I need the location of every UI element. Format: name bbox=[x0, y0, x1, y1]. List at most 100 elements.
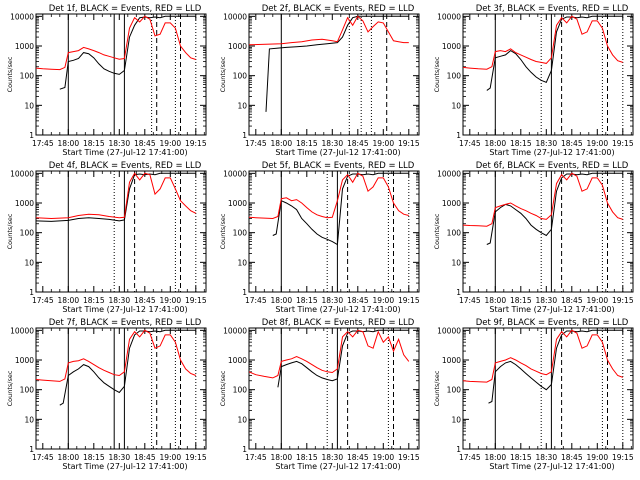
plot-area bbox=[249, 171, 410, 292]
x-tick-label: 17:45 bbox=[459, 453, 481, 462]
y-tick-label: 1000 bbox=[15, 199, 34, 208]
series-line-lld bbox=[36, 172, 197, 220]
y-tick-label: 10000 bbox=[10, 326, 34, 335]
y-tick-label: 1 bbox=[29, 445, 34, 454]
x-tick-label: 19:00 bbox=[159, 139, 181, 148]
x-tick-label: 18:15 bbox=[510, 296, 532, 305]
plot-frame bbox=[462, 327, 634, 450]
x-tick-label: 18:00 bbox=[270, 453, 292, 462]
x-tick-label: 18:00 bbox=[57, 296, 79, 305]
x-tick-label: 18:45 bbox=[561, 296, 583, 305]
x-axis-label: Start Time (27-Jul-12 17:41:00) bbox=[62, 148, 187, 157]
y-tick-label: 1 bbox=[242, 288, 247, 297]
plot-frame bbox=[248, 170, 420, 293]
y-axis-label: Counts/sec bbox=[6, 213, 14, 249]
y-tick-label: 10 bbox=[237, 258, 247, 267]
y-tick-label: 1 bbox=[29, 131, 34, 140]
y-tick-label: 10 bbox=[237, 415, 247, 424]
y-tick-label: 10000 bbox=[10, 169, 34, 178]
plot-frame bbox=[462, 170, 634, 293]
series-line-events bbox=[488, 329, 623, 404]
plot-frame bbox=[35, 327, 207, 450]
x-tick-label: 18:15 bbox=[296, 453, 318, 462]
x-tick-label: 18:45 bbox=[347, 139, 369, 148]
series-line-events bbox=[36, 172, 196, 222]
y-tick-label: 10 bbox=[24, 258, 34, 267]
panel-title: Det 1f, BLACK = Events, RED = LLD bbox=[49, 4, 202, 14]
series-line-lld bbox=[249, 329, 410, 379]
x-tick-label: 17:45 bbox=[32, 296, 54, 305]
x-tick-label: 18:15 bbox=[510, 453, 532, 462]
x-tick-label: 18:00 bbox=[57, 453, 79, 462]
y-tick-label: 100 bbox=[20, 229, 35, 238]
y-tick-label: 1000 bbox=[228, 42, 247, 51]
x-tick-label: 19:00 bbox=[159, 453, 181, 462]
y-tick-label: 1000 bbox=[228, 199, 247, 208]
series-line-events bbox=[486, 15, 623, 91]
x-tick-label: 18:00 bbox=[484, 139, 506, 148]
series-line-events bbox=[486, 172, 623, 245]
y-axis-label: Counts/sec bbox=[219, 56, 227, 92]
plot-frame bbox=[248, 13, 420, 136]
y-axis-label: Counts/sec bbox=[6, 370, 14, 406]
x-tick-label: 18:30 bbox=[321, 453, 343, 462]
panel-title: Det 7f, BLACK = Events, RED = LLD bbox=[49, 318, 202, 328]
x-tick-label: 18:30 bbox=[321, 139, 343, 148]
y-tick-label: 1000 bbox=[442, 356, 461, 365]
plot-area bbox=[36, 171, 197, 292]
panel-det-4: Det 4f, BLACK = Events, RED = LLD 1 10 100 1… bbox=[6, 161, 207, 314]
y-tick-label: 10 bbox=[24, 415, 34, 424]
x-tick-label: 18:30 bbox=[535, 139, 557, 148]
x-tick-label: 19:15 bbox=[398, 296, 420, 305]
x-tick-label: 18:15 bbox=[83, 296, 105, 305]
x-tick-label: 18:45 bbox=[561, 139, 583, 148]
panel-det-1: Det 1f, BLACK = Events, RED = LLD 1 10 100 1… bbox=[6, 4, 207, 157]
plot-area bbox=[463, 14, 624, 135]
panel-title: Det 8f, BLACK = Events, RED = LLD bbox=[262, 318, 415, 328]
x-tick-label: 19:00 bbox=[586, 296, 608, 305]
y-tick-label: 1 bbox=[242, 131, 247, 140]
x-tick-label: 19:00 bbox=[586, 139, 608, 148]
y-tick-label: 1 bbox=[242, 445, 247, 454]
y-tick-label: 1000 bbox=[15, 356, 34, 365]
x-tick-label: 19:00 bbox=[372, 296, 394, 305]
y-axis-label: Counts/sec bbox=[219, 370, 227, 406]
x-tick-label: 19:15 bbox=[398, 453, 420, 462]
y-tick-label: 10000 bbox=[437, 169, 461, 178]
x-tick-label: 18:15 bbox=[296, 139, 318, 148]
plot-area bbox=[36, 14, 197, 135]
plot-area bbox=[463, 171, 624, 292]
y-tick-label: 10000 bbox=[437, 326, 461, 335]
x-axis-label: Start Time (27-Jul-12 17:41:00) bbox=[275, 148, 400, 157]
x-tick-label: 18:45 bbox=[134, 296, 156, 305]
series-line-lld bbox=[463, 15, 623, 70]
y-tick-label: 100 bbox=[447, 229, 462, 238]
y-tick-label: 100 bbox=[20, 386, 35, 395]
series-line-lld bbox=[249, 172, 409, 220]
x-tick-label: 17:45 bbox=[245, 453, 267, 462]
x-tick-label: 18:15 bbox=[83, 453, 105, 462]
plot-frame bbox=[35, 170, 207, 293]
y-tick-label: 10 bbox=[237, 101, 247, 110]
series-line-events bbox=[272, 172, 409, 246]
plot-area bbox=[463, 328, 624, 449]
x-tick-label: 18:15 bbox=[296, 296, 318, 305]
x-tick-label: 19:00 bbox=[586, 453, 608, 462]
plot-frame bbox=[248, 327, 420, 450]
y-tick-label: 10000 bbox=[223, 169, 247, 178]
x-tick-label: 18:45 bbox=[561, 453, 583, 462]
x-tick-label: 18:00 bbox=[57, 139, 79, 148]
panel-det-7: Det 7f, BLACK = Events, RED = LLD 1 10 100 1… bbox=[6, 318, 207, 471]
series-line-lld bbox=[36, 15, 196, 71]
plot-area bbox=[249, 328, 410, 449]
y-tick-label: 100 bbox=[20, 72, 35, 81]
x-tick-label: 18:45 bbox=[347, 453, 369, 462]
y-tick-label: 10000 bbox=[223, 326, 247, 335]
y-tick-label: 10 bbox=[451, 415, 461, 424]
y-axis-label: Counts/sec bbox=[433, 56, 441, 92]
x-tick-label: 18:30 bbox=[108, 296, 130, 305]
x-tick-label: 19:15 bbox=[612, 139, 634, 148]
x-tick-label: 19:00 bbox=[159, 296, 181, 305]
series-line-lld bbox=[249, 15, 409, 46]
